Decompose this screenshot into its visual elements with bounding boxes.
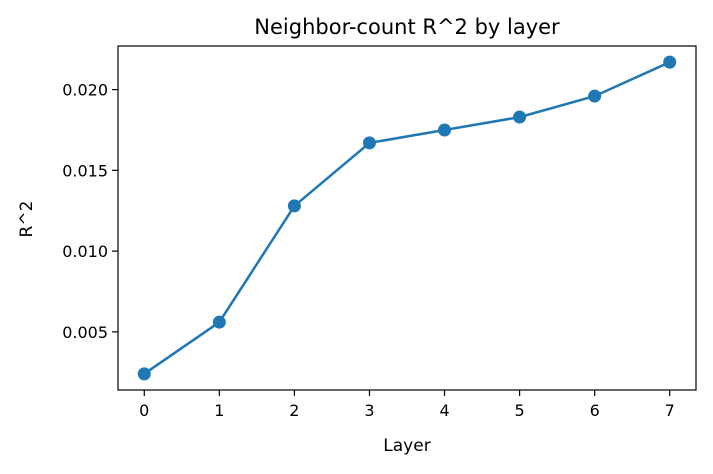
data-point	[588, 89, 602, 103]
x-tick-label: 3	[364, 401, 374, 420]
data-point	[362, 136, 376, 150]
y-tick-label: 0.015	[62, 161, 108, 180]
data-point	[513, 110, 527, 124]
x-tick-label: 2	[289, 401, 299, 420]
y-axis-label: R^2	[17, 201, 37, 238]
chart-title: Neighbor-count R^2 by layer	[254, 15, 560, 39]
data-point	[287, 199, 301, 213]
y-tick-label: 0.010	[62, 242, 108, 261]
x-tick-label: 7	[665, 401, 675, 420]
x-tick-label: 0	[139, 401, 149, 420]
x-axis-ticks: 0 1 2 3 4 5 6 7	[139, 390, 675, 420]
data-point	[438, 123, 452, 137]
data-point	[663, 55, 677, 69]
x-tick-label: 6	[590, 401, 600, 420]
x-tick-label: 4	[439, 401, 449, 420]
series-line	[143, 61, 671, 375]
data-point	[212, 315, 226, 329]
y-axis-ticks: 0.005 0.010 0.015 0.020	[62, 81, 118, 342]
x-tick-label: 1	[214, 401, 224, 420]
x-axis-label: Layer	[383, 436, 430, 456]
y-tick-label: 0.020	[62, 81, 108, 100]
plot-frame	[117, 45, 697, 391]
y-tick-label: 0.005	[62, 323, 108, 342]
series-markers	[137, 55, 677, 381]
x-tick-label: 5	[515, 401, 525, 420]
data-point	[137, 367, 151, 381]
